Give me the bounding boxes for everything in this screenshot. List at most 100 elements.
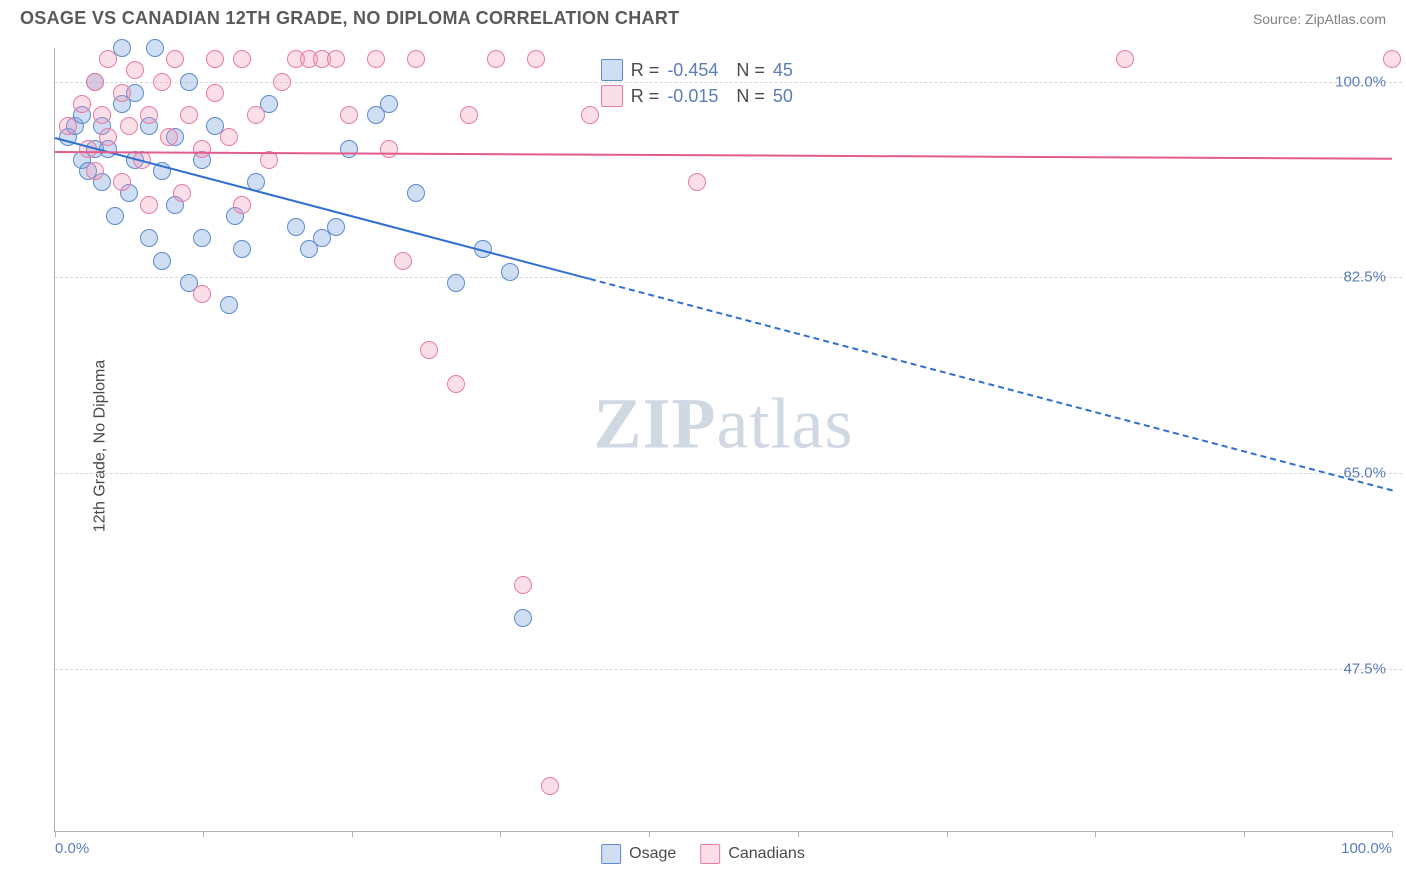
data-point bbox=[140, 196, 158, 214]
data-point bbox=[380, 140, 398, 158]
data-point bbox=[460, 106, 478, 124]
data-point bbox=[193, 229, 211, 247]
stats-r-label: R = bbox=[631, 86, 660, 107]
x-tick bbox=[1244, 831, 1245, 837]
data-point bbox=[113, 173, 131, 191]
scatter-chart: ZIPatlas R = -0.454 N = 45R = -0.015 N =… bbox=[54, 48, 1392, 832]
data-point bbox=[140, 229, 158, 247]
data-point bbox=[93, 106, 111, 124]
data-point bbox=[99, 128, 117, 146]
data-point bbox=[86, 162, 104, 180]
stats-legend-row: R = -0.015 N = 50 bbox=[601, 83, 793, 109]
regression-line bbox=[590, 278, 1393, 491]
data-point bbox=[99, 50, 117, 68]
gridline bbox=[55, 82, 1402, 83]
regression-line bbox=[55, 151, 1392, 160]
gridline bbox=[55, 473, 1402, 474]
x-tick bbox=[1392, 831, 1393, 837]
data-point bbox=[180, 106, 198, 124]
data-point bbox=[340, 106, 358, 124]
data-point bbox=[180, 73, 198, 91]
legend-swatch bbox=[700, 844, 720, 864]
data-point bbox=[220, 128, 238, 146]
source-label: Source: ZipAtlas.com bbox=[1253, 11, 1386, 27]
data-point bbox=[206, 84, 224, 102]
y-tick-label: 100.0% bbox=[1335, 73, 1386, 90]
data-point bbox=[514, 576, 532, 594]
stats-legend: R = -0.454 N = 45R = -0.015 N = 50 bbox=[590, 52, 804, 114]
data-point bbox=[514, 609, 532, 627]
data-point bbox=[146, 39, 164, 57]
legend-label: Canadians bbox=[728, 845, 805, 863]
data-point bbox=[340, 140, 358, 158]
legend-swatch bbox=[601, 59, 623, 81]
y-tick-label: 82.5% bbox=[1343, 269, 1386, 286]
data-point bbox=[140, 106, 158, 124]
legend-label: Osage bbox=[629, 845, 676, 863]
data-point bbox=[688, 173, 706, 191]
stats-n-value: 50 bbox=[773, 86, 793, 107]
gridline bbox=[55, 277, 1402, 278]
x-tick bbox=[203, 831, 204, 837]
data-point bbox=[420, 341, 438, 359]
data-point bbox=[273, 73, 291, 91]
data-point bbox=[447, 375, 465, 393]
stats-r-value: -0.454 bbox=[667, 60, 718, 81]
data-point bbox=[126, 61, 144, 79]
chart-title: OSAGE VS CANADIAN 12TH GRADE, NO DIPLOMA… bbox=[20, 8, 679, 29]
data-point bbox=[407, 50, 425, 68]
data-point bbox=[527, 50, 545, 68]
x-tick bbox=[352, 831, 353, 837]
x-tick bbox=[798, 831, 799, 837]
data-point bbox=[287, 218, 305, 236]
data-point bbox=[501, 263, 519, 281]
data-point bbox=[394, 252, 412, 270]
data-point bbox=[166, 50, 184, 68]
data-point bbox=[160, 128, 178, 146]
data-point bbox=[220, 296, 238, 314]
data-point bbox=[487, 50, 505, 68]
data-point bbox=[193, 140, 211, 158]
x-tick bbox=[947, 831, 948, 837]
data-point bbox=[193, 285, 211, 303]
data-point bbox=[233, 196, 251, 214]
x-axis-max-label: 100.0% bbox=[1341, 840, 1392, 857]
stats-legend-row: R = -0.454 N = 45 bbox=[601, 57, 793, 83]
x-tick bbox=[1095, 831, 1096, 837]
data-point bbox=[120, 117, 138, 135]
legend-item: Canadians bbox=[700, 844, 805, 864]
data-point bbox=[247, 106, 265, 124]
data-point bbox=[86, 73, 104, 91]
data-point bbox=[153, 252, 171, 270]
stats-r-label: R = bbox=[631, 60, 660, 81]
gridline bbox=[55, 669, 1402, 670]
data-point bbox=[106, 207, 124, 225]
data-point bbox=[367, 50, 385, 68]
y-tick-label: 47.5% bbox=[1343, 660, 1386, 677]
data-point bbox=[233, 50, 251, 68]
data-point bbox=[447, 274, 465, 292]
data-point bbox=[153, 73, 171, 91]
data-point bbox=[1116, 50, 1134, 68]
data-point bbox=[541, 777, 559, 795]
data-point bbox=[581, 106, 599, 124]
legend-swatch bbox=[601, 85, 623, 107]
data-point bbox=[73, 95, 91, 113]
x-tick bbox=[649, 831, 650, 837]
stats-n-value: 45 bbox=[773, 60, 793, 81]
legend-swatch bbox=[601, 844, 621, 864]
data-point bbox=[206, 50, 224, 68]
x-axis-min-label: 0.0% bbox=[55, 840, 89, 857]
stats-n-label: N = bbox=[726, 86, 765, 107]
data-point bbox=[327, 218, 345, 236]
data-point bbox=[327, 50, 345, 68]
data-point bbox=[380, 95, 398, 113]
data-point bbox=[1383, 50, 1401, 68]
data-point bbox=[59, 117, 77, 135]
watermark: ZIPatlas bbox=[594, 382, 854, 465]
stats-r-value: -0.015 bbox=[667, 86, 718, 107]
stats-n-label: N = bbox=[726, 60, 765, 81]
legend-item: Osage bbox=[601, 844, 676, 864]
data-point bbox=[407, 184, 425, 202]
data-point bbox=[113, 84, 131, 102]
